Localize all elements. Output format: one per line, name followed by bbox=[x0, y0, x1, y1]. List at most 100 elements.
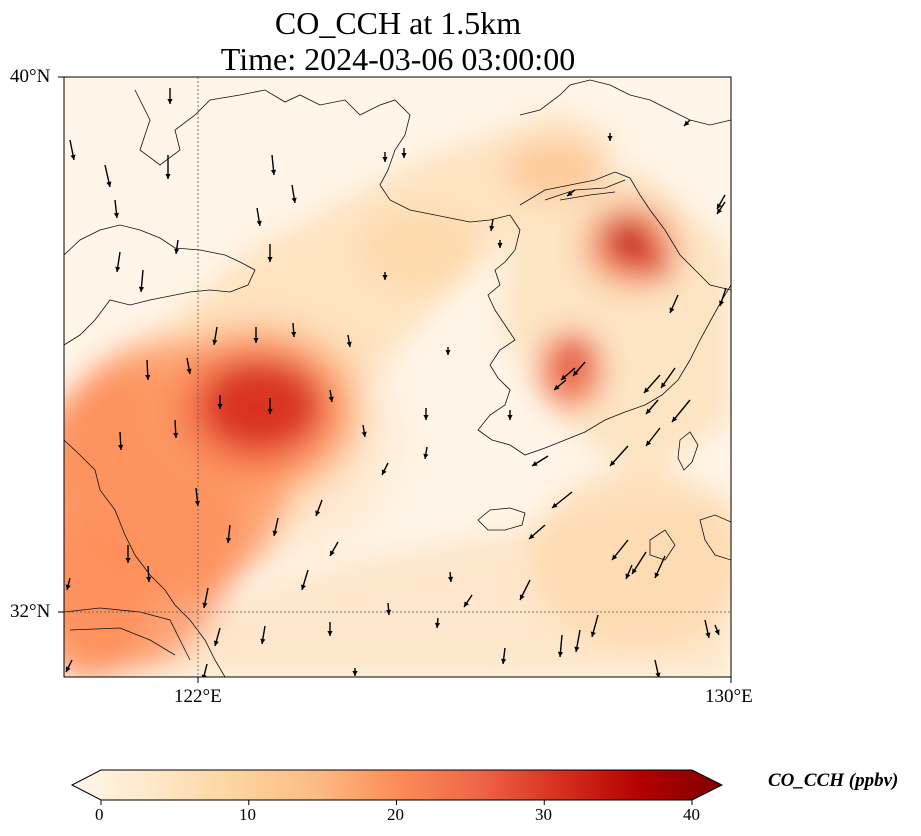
wind-arrowhead bbox=[315, 510, 321, 516]
wind-arrowhead bbox=[610, 460, 616, 466]
colorbar-tick-label: 30 bbox=[535, 805, 552, 824]
lon-tick-label-122e: 122°E bbox=[174, 686, 222, 707]
wind-arrowhead bbox=[507, 415, 513, 420]
wind-arrowhead bbox=[300, 584, 306, 590]
wind-arrowhead bbox=[672, 416, 678, 422]
colorbar-tick-label: 0 bbox=[95, 805, 104, 824]
wind-arrowhead bbox=[352, 671, 358, 676]
wind-arrowhead bbox=[115, 266, 121, 272]
wind-arrowhead bbox=[267, 409, 273, 414]
map-figure bbox=[58, 76, 732, 683]
wind-arrowhead bbox=[138, 286, 145, 292]
wind-arrowhead bbox=[291, 197, 297, 203]
wind-arrowhead bbox=[719, 300, 725, 306]
wind-arrowhead bbox=[632, 568, 637, 574]
wind-arrow bbox=[203, 663, 208, 677]
axis-ticks bbox=[58, 76, 732, 683]
wind-arrowhead bbox=[145, 374, 151, 380]
wind-arrowhead bbox=[65, 666, 71, 672]
wind-arrowhead bbox=[165, 174, 171, 179]
wind-arrowhead bbox=[714, 629, 720, 635]
wind-arrowhead bbox=[646, 440, 652, 446]
wind-arrowhead bbox=[194, 500, 201, 506]
wind-arrowhead bbox=[217, 404, 223, 409]
lat-tick-label-32n: 32°N bbox=[10, 601, 51, 622]
wind-arrowhead bbox=[646, 408, 652, 414]
wind-arrowhead bbox=[567, 190, 573, 196]
wind-arrowhead bbox=[655, 672, 661, 677]
wind-arrowhead bbox=[213, 640, 219, 646]
wind-arrowhead bbox=[70, 154, 76, 160]
wind-arrowhead bbox=[423, 415, 429, 420]
wind-arrowhead bbox=[113, 212, 120, 218]
wind-arrowhead bbox=[381, 469, 387, 475]
wind-arrowhead bbox=[270, 169, 277, 175]
colorbar-bar bbox=[70, 769, 724, 801]
lat-tick-label-40n: 40°N bbox=[10, 66, 51, 87]
wind-arrowhead bbox=[607, 136, 613, 141]
wind-arrowhead bbox=[267, 257, 273, 262]
wind-arrowhead bbox=[464, 601, 469, 607]
wind-arrowhead bbox=[401, 153, 407, 158]
wind-arrowhead bbox=[501, 658, 507, 664]
lon-tick-label-130e: 130°E bbox=[705, 686, 753, 707]
colorbar-label: CO_CCH (ppbv) bbox=[768, 770, 899, 791]
wind-arrowhead bbox=[497, 243, 503, 248]
wind-arrowhead bbox=[434, 622, 441, 628]
wind-arrowhead bbox=[574, 646, 580, 652]
colorbar-tick-label: 10 bbox=[239, 805, 256, 824]
wind-arrowhead bbox=[612, 554, 618, 560]
wind-arrowhead bbox=[684, 120, 690, 126]
wind-arrowhead bbox=[625, 573, 631, 579]
wind-arrowhead bbox=[489, 225, 495, 231]
wind-arrowhead bbox=[654, 572, 660, 578]
concentration-field bbox=[64, 77, 731, 677]
coastlines bbox=[64, 79, 731, 677]
wind-arrowhead bbox=[118, 444, 124, 450]
wind-arrowhead bbox=[174, 248, 180, 254]
wind-arrowhead bbox=[717, 208, 722, 214]
wind-arrowhead bbox=[291, 331, 297, 337]
wind-arrowhead bbox=[330, 550, 335, 556]
wind-arrowhead bbox=[385, 609, 392, 615]
wind-arrowhead bbox=[346, 341, 352, 347]
map-frame bbox=[63, 76, 732, 678]
wind-arrowhead bbox=[554, 384, 560, 390]
wind-arrowhead bbox=[661, 382, 666, 388]
wind-arrowhead bbox=[167, 99, 173, 104]
wind-arrowhead bbox=[590, 631, 596, 637]
wind-arrowhead bbox=[186, 368, 192, 374]
wind-arrowhead bbox=[717, 203, 722, 209]
wind-arrowhead bbox=[173, 432, 179, 438]
wind-arrowhead bbox=[65, 584, 71, 590]
wind-arrowhead bbox=[328, 396, 334, 402]
wind-arrowhead bbox=[552, 502, 558, 508]
wind-arrowhead bbox=[201, 674, 207, 677]
wind-arrowhead bbox=[561, 374, 567, 380]
wind-arrowhead bbox=[272, 530, 278, 536]
map-title: CO_CCH at 1.5km bbox=[274, 5, 522, 41]
wind-arrowhead bbox=[705, 632, 711, 638]
wind-arrowhead bbox=[669, 307, 675, 313]
wind-arrowhead bbox=[532, 461, 538, 466]
wind-arrowhead bbox=[423, 453, 429, 459]
wind-arrowhead bbox=[106, 181, 112, 187]
wind-arrowhead bbox=[382, 157, 388, 162]
wind-arrowhead bbox=[447, 576, 454, 582]
wind-arrowhead bbox=[253, 338, 259, 343]
colorbar-tick-label: 40 bbox=[683, 805, 700, 824]
wind-vectors bbox=[65, 88, 727, 677]
wind-arrowhead bbox=[212, 339, 218, 345]
wind-arrowhead bbox=[382, 275, 388, 280]
colorbar bbox=[70, 769, 724, 805]
wind-arrowhead bbox=[125, 558, 131, 563]
wind-arrowhead bbox=[225, 537, 232, 543]
wind-arrowhead bbox=[529, 533, 535, 539]
wind-arrowhead bbox=[644, 387, 650, 393]
wind-arrowhead bbox=[260, 638, 266, 644]
wind-arrowhead bbox=[445, 350, 451, 355]
colorbar-tick-label: 20 bbox=[387, 805, 404, 824]
wind-arrowhead bbox=[256, 220, 262, 226]
wind-arrowhead bbox=[146, 576, 152, 582]
wind-arrowhead bbox=[361, 431, 367, 437]
